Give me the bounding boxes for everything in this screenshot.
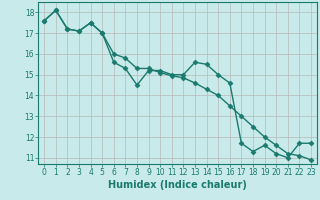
X-axis label: Humidex (Indice chaleur): Humidex (Indice chaleur) [108, 180, 247, 190]
